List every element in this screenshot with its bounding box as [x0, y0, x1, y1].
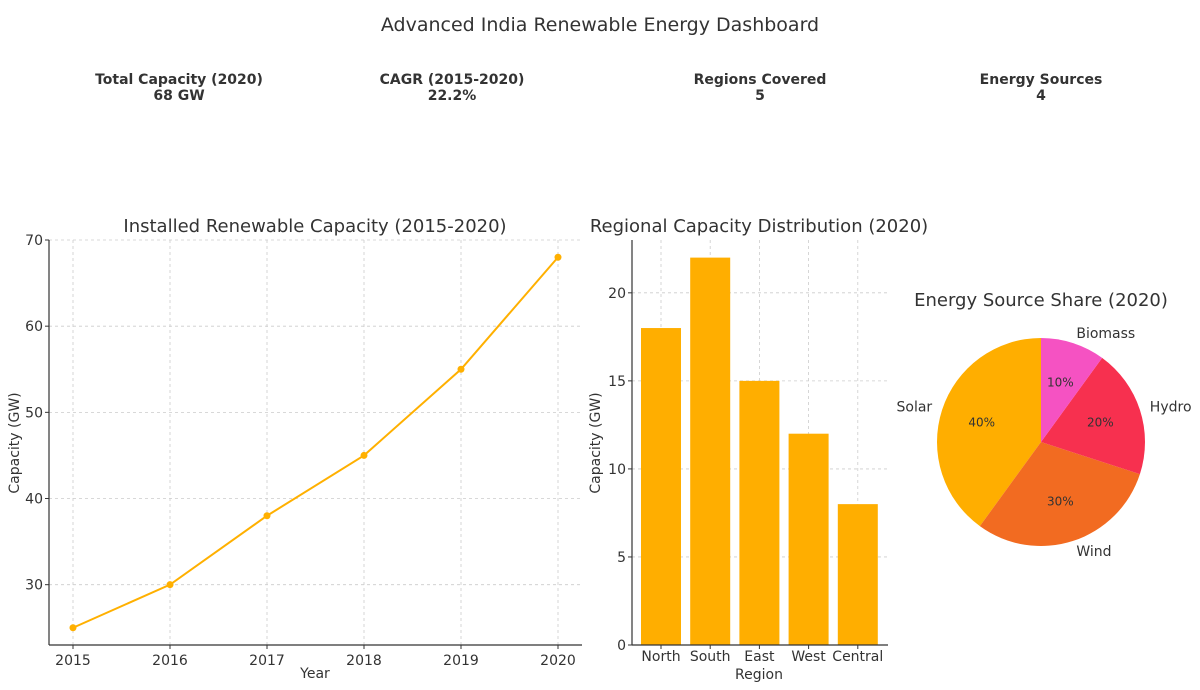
line-chart-point — [457, 365, 465, 373]
line-chart-ytick-label: 40 — [25, 492, 43, 508]
pie-pct-label: 10% — [1047, 376, 1074, 390]
bar-chart-xlabel: Region — [735, 667, 783, 683]
line-chart-point — [360, 451, 368, 459]
line-chart-point — [69, 624, 77, 632]
dashboard-title: Advanced India Renewable Energy Dashboar… — [380, 14, 820, 36]
line-chart-xtick-label: 2015 — [55, 653, 91, 669]
bar-chart-ytick-label: 10 — [608, 462, 626, 478]
bar-chart-ytick-label: 0 — [617, 638, 626, 654]
line-chart-point — [554, 253, 562, 261]
line-chart-xlabel: Year — [299, 666, 330, 682]
kpi-value: 68 GW — [153, 88, 205, 104]
line-chart-ticks: 2015 2016 2017 2018 2019 2020 30 40 50 60 70 — [25, 233, 576, 669]
line-chart-xtick-label: 2020 — [540, 653, 576, 669]
line-chart-xtick-label: 2018 — [346, 653, 382, 669]
line-chart-ytick-label: 60 — [25, 319, 43, 335]
bar-chart: Regional Capacity Distribution (2020) 0 5… — [588, 216, 928, 683]
bar-chart-bar — [788, 433, 829, 645]
bar-chart-ticks: 0 5 10 15 20 North South East West Central — [608, 286, 883, 665]
line-chart-ytick-label: 50 — [25, 405, 43, 421]
pie-slice-hydro — [1041, 357, 1145, 475]
bar-chart-ylabel: Capacity (GW) — [588, 392, 604, 493]
pie-slice-label: Biomass — [1076, 326, 1135, 342]
kpi-label: CAGR (2015-2020) — [379, 72, 525, 88]
kpi-value: 22.2% — [427, 88, 477, 104]
pie-slice-label: Hydro — [1150, 400, 1192, 416]
kpi-value: 4 — [1036, 88, 1046, 104]
line-chart-xtick-label: 2019 — [443, 653, 479, 669]
kpi-label: Regions Covered — [693, 72, 827, 88]
pie-pct-label: 30% — [1047, 494, 1074, 508]
pie-chart-title: Energy Source Share (2020) — [914, 290, 1168, 311]
line-chart-grid — [49, 239, 582, 645]
line-chart-ytick-label: 30 — [25, 578, 43, 594]
line-chart-xtick-label: 2017 — [249, 653, 285, 669]
kpi-label: Energy Sources — [979, 72, 1103, 88]
pie-pct-label: 40% — [968, 416, 995, 430]
bar-chart-axes — [631, 240, 888, 646]
bar-chart-title: Regional Capacity Distribution (2020) — [590, 216, 928, 237]
pie-slice-wind — [979, 442, 1140, 546]
bar-chart-xtick-label: Central — [832, 649, 883, 665]
line-chart-axes — [48, 240, 582, 646]
line-chart: Installed Renewable Capacity (2015-2020)… — [7, 216, 582, 682]
bar-chart-bar — [837, 504, 878, 645]
pie-slice-biomass — [1041, 338, 1103, 442]
bar-chart-ytick-label: 5 — [617, 550, 626, 566]
bar-chart-bar — [641, 328, 681, 645]
bar-chart-xtick-label: East — [744, 649, 775, 665]
line-chart-title: Installed Renewable Capacity (2015-2020) — [123, 216, 506, 237]
bar-chart-bar — [690, 257, 731, 645]
bar-chart-xtick-label: West — [791, 649, 826, 665]
bar-chart-bar — [739, 380, 780, 645]
line-chart-xtick-label: 2016 — [152, 653, 188, 669]
kpi-regions: Regions Covered 5 — [640, 72, 880, 104]
pie-slice-label: Wind — [1076, 544, 1111, 560]
pie-chart-slices — [937, 338, 1145, 546]
line-chart-ylabel: Capacity (GW) — [7, 392, 23, 493]
kpi-cagr: CAGR (2015-2020) 22.2% — [332, 72, 572, 104]
line-chart-ytick-label: 70 — [25, 233, 43, 249]
line-chart-point — [166, 581, 174, 589]
bar-chart-ytick-label: 15 — [608, 374, 626, 390]
pie-slice-solar — [937, 338, 1041, 527]
kpi-label: Total Capacity (2020) — [95, 72, 263, 88]
line-chart-series-line — [72, 256, 559, 629]
pie-pct-label: 20% — [1087, 416, 1114, 430]
pie-chart: Energy Source Share (2020) 40% Solar 30% Wi… — [897, 290, 1192, 560]
bar-chart-bars — [641, 257, 878, 645]
kpi-total-capacity: Total Capacity (2020) 68 GW — [59, 72, 299, 104]
kpi-value: 5 — [755, 88, 765, 104]
kpi-energy-sources: Energy Sources 4 — [921, 72, 1161, 104]
pie-chart-labels: 40% Solar 30% Wind 20% Hydro 10% Biomass — [897, 326, 1192, 560]
bar-chart-ytick-label: 20 — [608, 286, 626, 302]
bar-chart-xtick-label: South — [690, 649, 731, 665]
line-chart-series — [69, 253, 562, 632]
pie-slice-label: Solar — [897, 400, 933, 416]
bar-chart-xtick-label: North — [641, 649, 680, 665]
line-chart-point — [263, 512, 271, 520]
